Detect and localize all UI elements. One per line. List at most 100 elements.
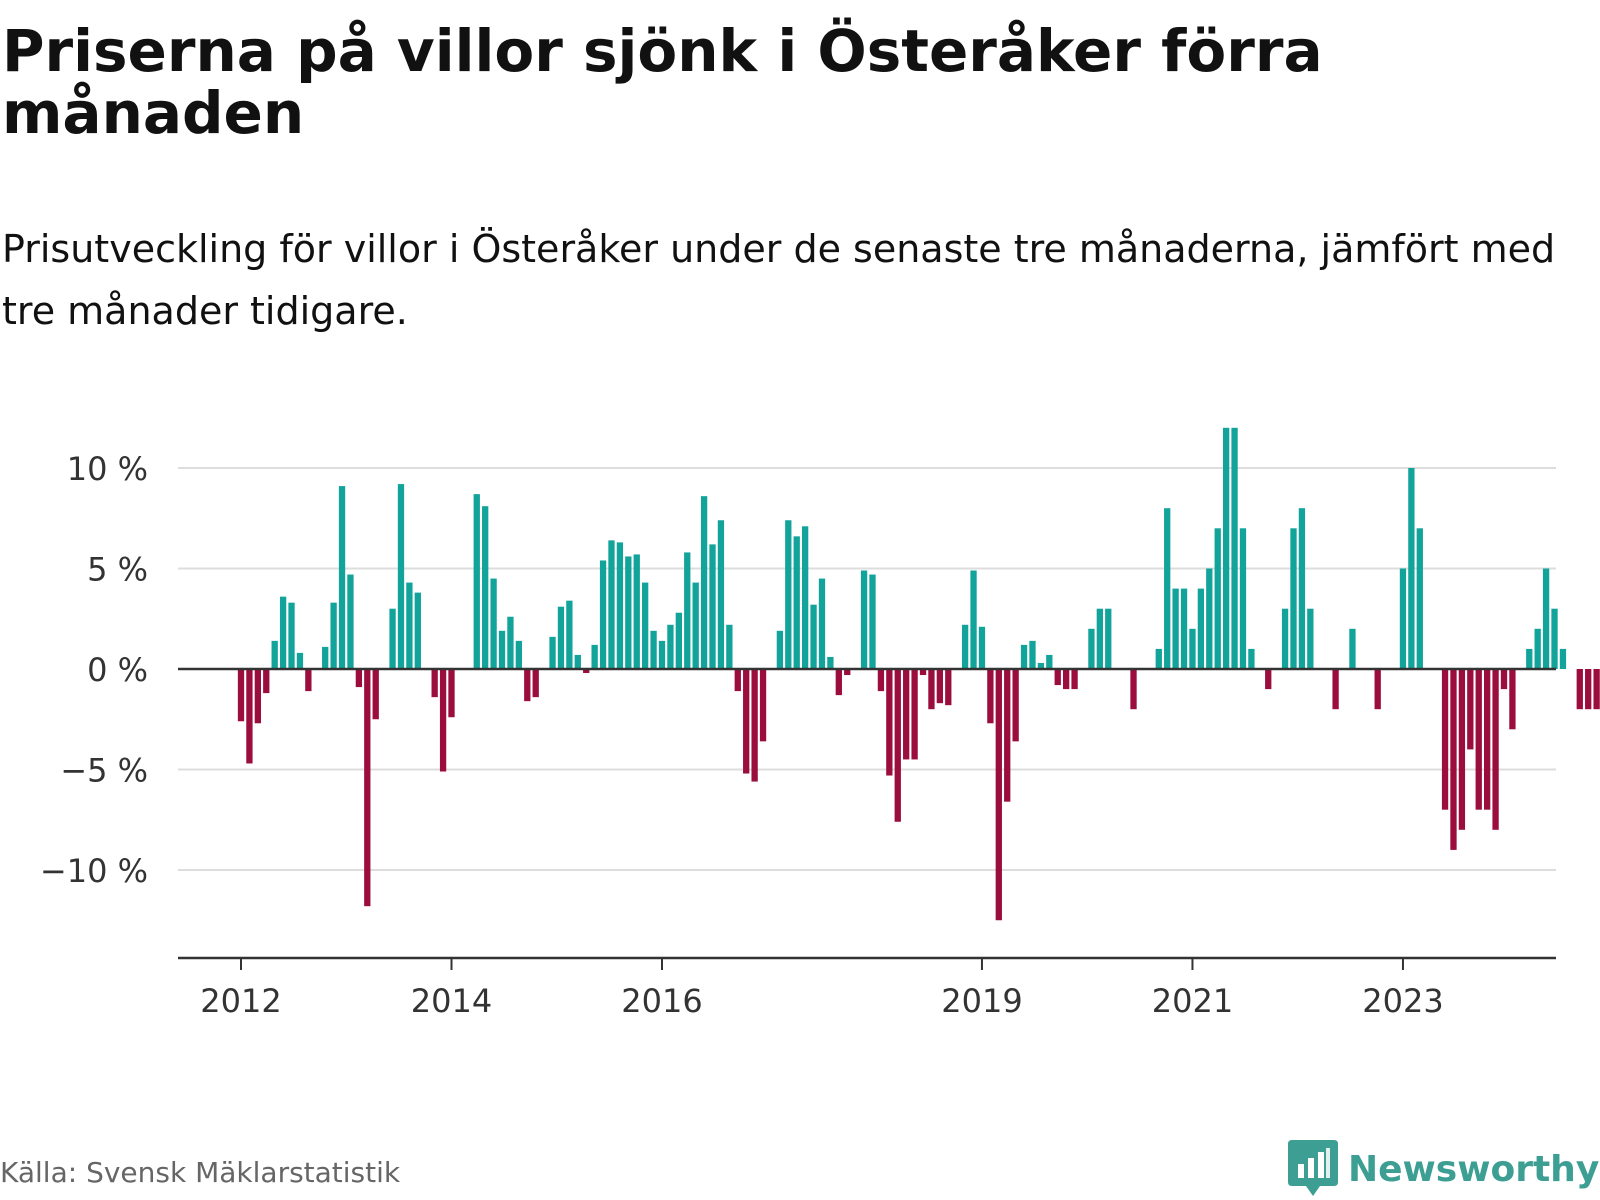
bar <box>515 640 523 669</box>
bar <box>844 669 851 676</box>
bar <box>717 520 725 669</box>
bar <box>1576 669 1583 710</box>
bar <box>692 582 699 669</box>
bar <box>557 606 565 669</box>
bar <box>414 592 421 669</box>
bar <box>1012 669 1019 742</box>
chart-subtitle: Prisutveckling för villor i Österåker un… <box>2 227 1556 333</box>
bar <box>785 520 792 669</box>
bar <box>827 656 834 669</box>
bar <box>1551 608 1558 669</box>
bar <box>338 486 346 669</box>
bar <box>886 669 893 776</box>
bar <box>793 536 800 669</box>
bar <box>1206 568 1213 669</box>
bar <box>835 669 842 696</box>
bar <box>448 669 455 718</box>
bar <box>1593 669 1600 710</box>
bar <box>1197 588 1205 669</box>
bar <box>1298 508 1306 669</box>
bar <box>1088 628 1095 669</box>
bar <box>431 669 438 698</box>
bar <box>1281 608 1289 669</box>
bar <box>599 560 607 669</box>
bar <box>759 669 767 742</box>
x-tick-label: 2019 <box>941 982 1022 1020</box>
y-tick-label: −10 % <box>40 852 148 890</box>
bar <box>263 669 270 694</box>
bar <box>507 616 514 669</box>
bar <box>1046 654 1053 669</box>
bar <box>978 626 986 669</box>
bar <box>288 602 295 669</box>
y-tick-label: 5 % <box>87 551 148 589</box>
bar <box>801 526 809 669</box>
bar <box>246 669 253 764</box>
bar <box>490 578 497 669</box>
bar <box>473 494 480 669</box>
bar <box>911 669 918 760</box>
bar <box>271 640 278 669</box>
bar <box>532 669 539 698</box>
y-tick-label: 10 % <box>67 450 148 488</box>
bar <box>591 644 598 669</box>
bar <box>1349 628 1356 669</box>
bar <box>776 630 784 669</box>
bar <box>524 669 531 702</box>
bar <box>1231 427 1238 669</box>
bar <box>650 630 657 669</box>
bar <box>566 600 573 669</box>
bar <box>1155 648 1162 669</box>
bar <box>1265 669 1272 690</box>
bar <box>1509 669 1516 730</box>
bar <box>355 669 363 688</box>
bar <box>970 570 977 669</box>
bar <box>684 552 691 669</box>
bar <box>1416 528 1423 669</box>
bar <box>1441 669 1449 810</box>
y-tick-label: −5 % <box>60 752 148 790</box>
bar <box>1500 669 1508 690</box>
bar <box>700 496 708 669</box>
bar <box>1492 669 1499 830</box>
bar <box>743 669 750 774</box>
bar <box>1307 608 1314 669</box>
bar <box>894 669 901 822</box>
bar <box>1290 528 1297 669</box>
bar <box>633 554 640 669</box>
source-note: Källa: Svensk Mäklarstatistik <box>0 1156 401 1189</box>
bar <box>1239 528 1247 669</box>
bar <box>330 602 337 669</box>
y-tick-label: 0 % <box>87 651 148 689</box>
bar <box>1467 669 1474 750</box>
bar <box>726 624 733 669</box>
bar <box>625 556 632 669</box>
bar <box>372 669 379 720</box>
bar <box>406 582 413 669</box>
x-tick-label: 2021 <box>1152 982 1233 1020</box>
bar <box>928 669 935 710</box>
bar <box>322 646 329 669</box>
bar <box>254 669 261 724</box>
bar <box>642 582 649 669</box>
bar <box>903 669 910 760</box>
bar <box>1020 644 1028 669</box>
bar <box>397 484 405 669</box>
bar <box>1105 608 1112 669</box>
bar <box>1450 669 1457 850</box>
bar <box>439 669 447 772</box>
bar <box>347 574 354 669</box>
bar <box>995 669 1002 921</box>
bar <box>482 506 489 669</box>
bar <box>389 608 396 669</box>
bar <box>608 540 615 669</box>
bar <box>1222 427 1230 669</box>
bar <box>860 570 868 669</box>
bar <box>818 578 826 669</box>
bar <box>1096 608 1103 669</box>
bar <box>936 669 944 704</box>
newsworthy-logo: Newsworthy <box>1288 1140 1599 1198</box>
bar <box>1248 648 1255 669</box>
bar <box>1063 669 1070 690</box>
